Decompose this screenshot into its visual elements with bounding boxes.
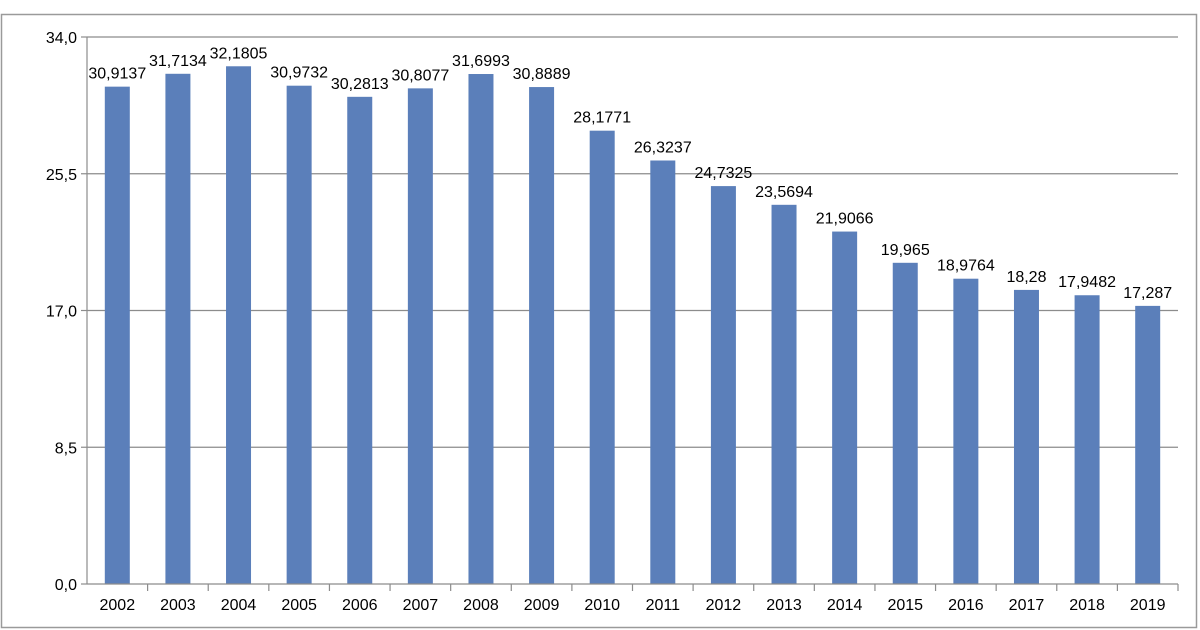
x-tick-label: 2012: [706, 597, 742, 614]
bar-2012: [710, 186, 736, 584]
bar-2003: [165, 73, 191, 585]
bar-2010: [589, 130, 615, 585]
bar-2011: [650, 160, 676, 585]
data-label: 30,9732: [270, 65, 328, 82]
x-tick-label: 2015: [887, 597, 923, 614]
bar-2004: [226, 66, 252, 585]
x-tick-label: 2004: [221, 597, 257, 614]
y-tick-label: 0,0: [55, 577, 77, 594]
x-tick-label: 2009: [524, 597, 560, 614]
x-tick-label: 2008: [463, 597, 499, 614]
x-tick-label: 2017: [1009, 597, 1045, 614]
y-tick-label: 34,0: [46, 30, 77, 47]
y-tick-label: 17,0: [46, 304, 77, 321]
data-label: 30,9137: [88, 66, 146, 83]
bar-2008: [468, 74, 494, 584]
bar-2013: [771, 204, 797, 585]
x-tick-label: 2010: [584, 597, 620, 614]
data-label: 18,9764: [937, 258, 995, 275]
data-label: 24,7325: [694, 165, 752, 182]
bar-2019: [1135, 305, 1161, 584]
bar-2018: [1074, 295, 1100, 584]
bar-2005: [286, 85, 312, 585]
x-tick-label: 2011: [646, 597, 681, 614]
y-tick-label: 8,5: [55, 440, 77, 457]
x-tick-label: 2007: [403, 597, 439, 614]
data-label: 17,287: [1123, 285, 1172, 302]
bar-2014: [832, 231, 858, 584]
x-tick-label: 2006: [342, 597, 378, 614]
bar-2016: [953, 278, 979, 584]
data-label: 30,8077: [391, 67, 449, 84]
data-label: 28,1771: [573, 110, 631, 127]
data-label: 30,8889: [513, 66, 571, 83]
bar-2007: [407, 88, 433, 585]
chart-frame: [0, 13, 1198, 629]
data-label: 30,2813: [331, 76, 389, 93]
x-tick-label: 2003: [160, 597, 196, 614]
x-tick-label: 2014: [827, 597, 863, 614]
data-label: 31,6993: [452, 53, 510, 70]
x-tick-label: 2016: [948, 597, 984, 614]
x-tick-label: 2005: [281, 597, 317, 614]
data-label: 32,1805: [210, 45, 268, 62]
data-label: 21,9066: [816, 211, 874, 228]
data-label: 26,3237: [634, 139, 692, 156]
x-tick-label: 2013: [766, 597, 802, 614]
data-label: 31,7134: [149, 53, 207, 70]
y-tick-label: 25,5: [46, 167, 77, 184]
data-label: 19,965: [881, 242, 930, 259]
x-tick-label: 2018: [1069, 597, 1105, 614]
data-label: 17,9482: [1058, 274, 1116, 291]
axes: 0,0 8,5 17,0 25,5 34,0 2002 2003 2004 2005 2006 20…: [46, 30, 1179, 614]
x-tick-label: 2019: [1130, 597, 1166, 614]
bar-2006: [347, 96, 373, 584]
x-tick-label: 2002: [100, 597, 136, 614]
gridlines: [87, 36, 1178, 448]
data-label: 18,28: [1006, 269, 1046, 286]
bar-2017: [1013, 289, 1039, 584]
data-label: 23,5694: [755, 184, 813, 201]
bar-2015: [892, 262, 918, 584]
bar-2002: [104, 86, 130, 584]
bars: [104, 66, 1161, 585]
bar-2009: [529, 87, 555, 584]
